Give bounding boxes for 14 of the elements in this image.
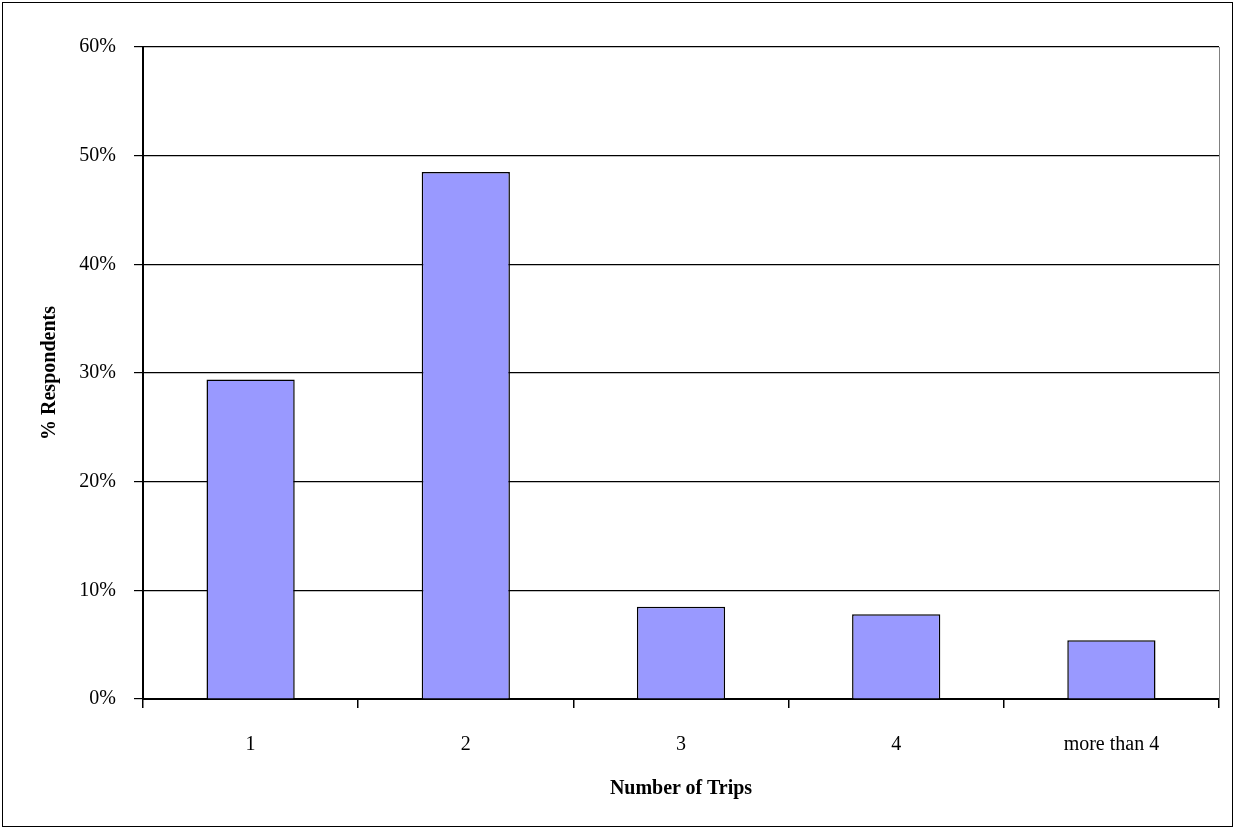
y-tick-label: 60% [79, 34, 116, 57]
x-tick-label: more than 4 [1063, 732, 1160, 755]
y-tick-label: 30% [79, 360, 116, 383]
x-axis-title: Number of Trips [609, 776, 753, 800]
y-tick-label: 20% [79, 468, 116, 491]
y-tick-label: 40% [79, 251, 116, 274]
y-tick-label: 10% [79, 577, 116, 600]
y-tick-label: 50% [79, 142, 116, 165]
y-tick-label: 0% [89, 686, 116, 709]
x-tick-label: 1 [245, 732, 256, 755]
x-tick-label: 2 [460, 732, 471, 755]
x-tick-label: 4 [891, 732, 902, 755]
y-axis-title: % Respondents [37, 305, 61, 440]
x-tick-label: 3 [676, 732, 686, 755]
